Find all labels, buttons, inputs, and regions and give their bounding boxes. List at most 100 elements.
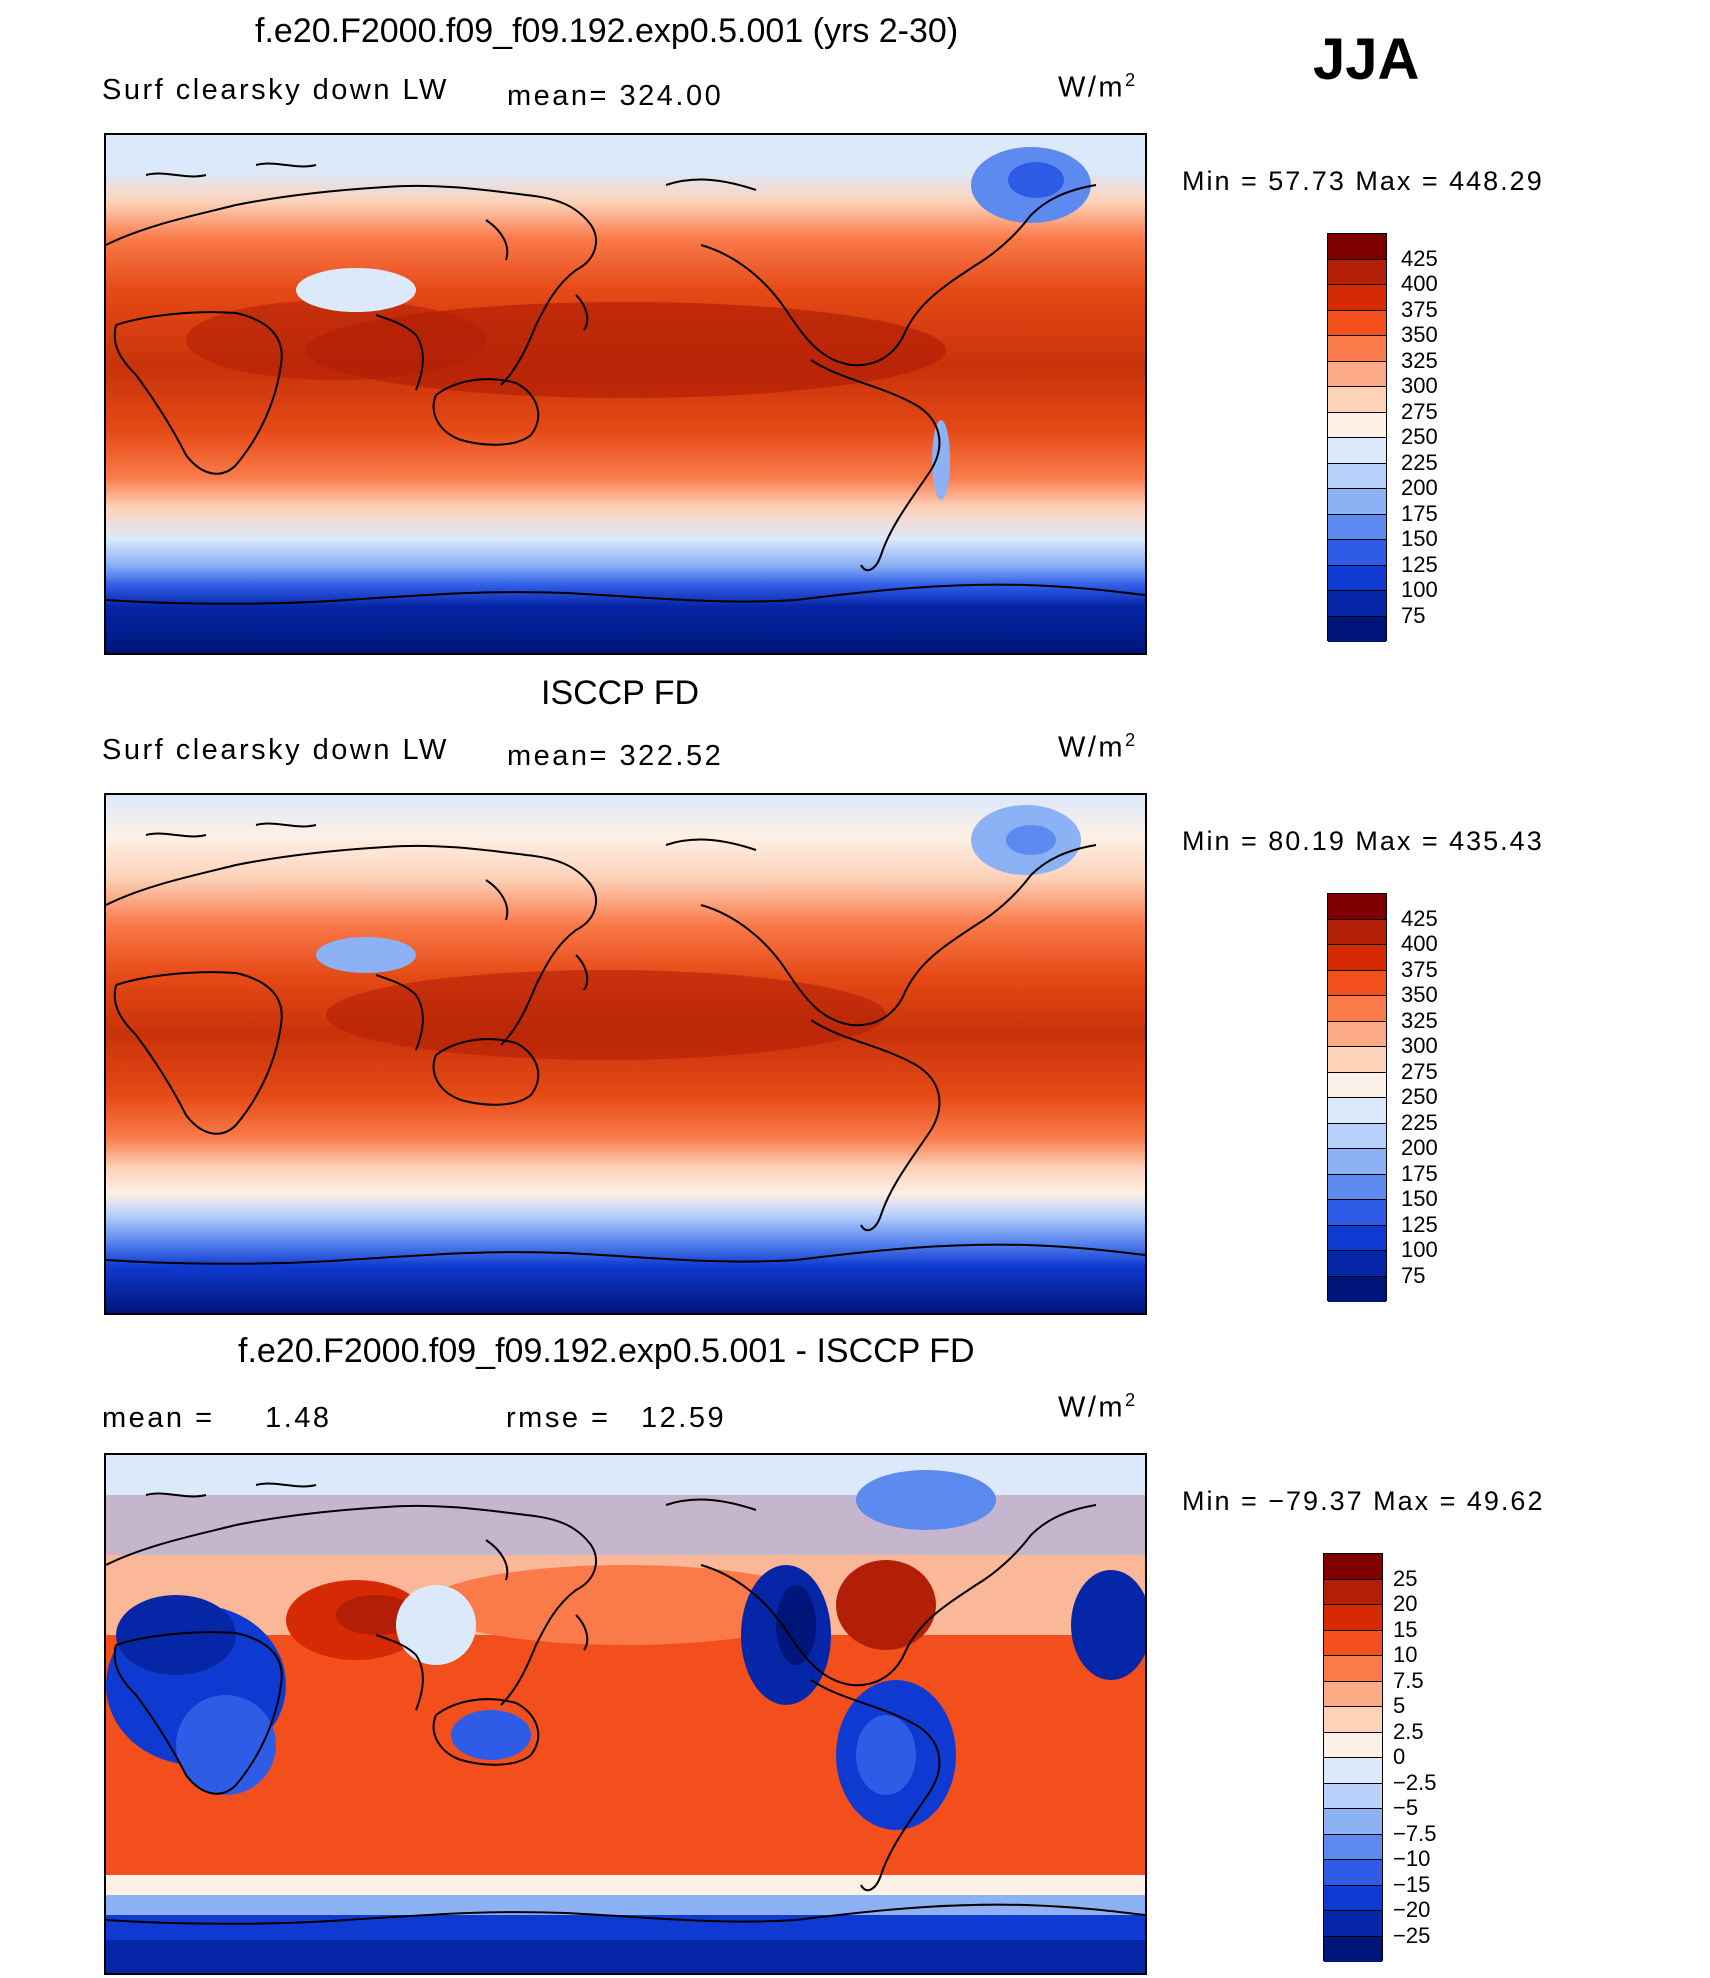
panel3-mean-value: 1.48 bbox=[265, 1402, 332, 1434]
colorbar-swatch bbox=[1328, 1200, 1386, 1226]
colorbar-swatch bbox=[1324, 1554, 1382, 1580]
colorbar-label: 100 bbox=[1401, 577, 1438, 602]
panel2-title: ISCCP FD bbox=[541, 674, 700, 712]
panel1-variable-label: Surf clearsky down LW bbox=[102, 74, 449, 106]
panel2-minmax: Min = 80.19 Max = 435.43 bbox=[1182, 826, 1544, 856]
panel1-title: f.e20.F2000.f09_f09.192.exp0.5.001 (yrs … bbox=[255, 12, 959, 50]
colorbar-swatch bbox=[1328, 1276, 1386, 1302]
colorbar-swatch bbox=[1328, 489, 1386, 515]
colorbar-swatch bbox=[1328, 540, 1386, 566]
colorbar-swatch bbox=[1328, 1149, 1386, 1175]
colorbar-label: 75 bbox=[1401, 1262, 1426, 1288]
colorbar-swatch bbox=[1328, 996, 1386, 1022]
colorbar-label: −15 bbox=[1393, 1871, 1431, 1897]
colorbar-swatch bbox=[1328, 1225, 1386, 1251]
panel3-colorbar bbox=[1323, 1553, 1383, 1962]
colorbar-swatch bbox=[1328, 336, 1386, 362]
colorbar-label: 200 bbox=[1401, 475, 1438, 500]
colorbar-label: −2.5 bbox=[1393, 1769, 1437, 1795]
panel2-mean: mean= 322.52 bbox=[507, 740, 723, 773]
colorbar-swatch bbox=[1328, 1098, 1386, 1124]
panel3-units-base: W/m bbox=[1058, 1391, 1126, 1424]
colorbar-swatch bbox=[1324, 1579, 1382, 1605]
colorbar-swatch bbox=[1328, 463, 1386, 489]
panel2-map bbox=[104, 793, 1147, 1315]
colorbar-label: 125 bbox=[1401, 551, 1438, 577]
panel1-units-base: W/m bbox=[1058, 71, 1126, 104]
colorbar-label: −5 bbox=[1393, 1795, 1419, 1820]
colorbar-swatch bbox=[1328, 259, 1386, 285]
colorbar-label: 200 bbox=[1401, 1135, 1438, 1160]
colorbar-label: 400 bbox=[1401, 931, 1438, 956]
colorbar-label: 250 bbox=[1401, 1084, 1438, 1109]
panel3-units: W/m2 bbox=[1058, 1390, 1138, 1425]
panel2-units: W/m2 bbox=[1058, 730, 1138, 765]
colorbar-swatch bbox=[1328, 361, 1386, 387]
colorbar-label: 275 bbox=[1401, 398, 1438, 424]
colorbar-label: 300 bbox=[1401, 373, 1438, 398]
colorbar-label: 225 bbox=[1401, 1109, 1438, 1135]
colorbar-label: −20 bbox=[1393, 1897, 1431, 1922]
colorbar-label: 350 bbox=[1401, 982, 1438, 1007]
colorbar-label: 300 bbox=[1401, 1033, 1438, 1058]
colorbar-label: 100 bbox=[1401, 1237, 1438, 1262]
colorbar-label: 125 bbox=[1401, 1211, 1438, 1237]
panel3-minmax: Min = −79.37 Max = 49.62 bbox=[1182, 1486, 1545, 1516]
colorbar-swatch bbox=[1324, 1809, 1382, 1835]
colorbar-swatch bbox=[1328, 945, 1386, 971]
colorbar-swatch bbox=[1324, 1732, 1382, 1758]
panel1-colorbar bbox=[1327, 233, 1387, 642]
panel1-mean-label: mean= bbox=[507, 80, 609, 112]
panel1-mean: mean= 324.00 bbox=[507, 80, 723, 113]
colorbar-swatch bbox=[1328, 1072, 1386, 1098]
colorbar-swatch bbox=[1324, 1707, 1382, 1733]
panel1-minmax: Min = 57.73 Max = 448.29 bbox=[1182, 166, 1544, 196]
panel3-units-exp: 2 bbox=[1125, 1390, 1138, 1410]
colorbar-swatch bbox=[1324, 1656, 1382, 1682]
colorbar-label: −25 bbox=[1393, 1922, 1431, 1948]
colorbar-label: 25 bbox=[1393, 1565, 1418, 1591]
panel1-units-exp: 2 bbox=[1125, 70, 1138, 90]
panel3-map bbox=[104, 1453, 1147, 1975]
colorbar-swatch bbox=[1328, 285, 1386, 311]
colorbar-swatch bbox=[1324, 1911, 1382, 1937]
colorbar-swatch bbox=[1328, 894, 1386, 920]
colorbar-label: 150 bbox=[1401, 1186, 1438, 1211]
colorbar-label: −10 bbox=[1393, 1846, 1431, 1871]
colorbar-label: 375 bbox=[1401, 296, 1438, 322]
panel3-rmse: rmse = 12.59 bbox=[506, 1402, 726, 1435]
colorbar-label: 375 bbox=[1401, 956, 1438, 982]
colorbar-swatch bbox=[1328, 387, 1386, 413]
colorbar-swatch bbox=[1324, 1885, 1382, 1911]
colorbar-label: 2.5 bbox=[1393, 1718, 1424, 1744]
colorbar-swatch bbox=[1328, 514, 1386, 540]
panel2-units-base: W/m bbox=[1058, 731, 1126, 764]
panel3-mean: mean = 1.48 bbox=[102, 1402, 332, 1435]
colorbar-label: 225 bbox=[1401, 449, 1438, 475]
colorbar-label: 175 bbox=[1401, 1160, 1438, 1186]
colorbar-label: 175 bbox=[1401, 500, 1438, 526]
colorbar-label: 425 bbox=[1401, 905, 1438, 931]
colorbar-swatch bbox=[1328, 591, 1386, 617]
colorbar-swatch bbox=[1328, 919, 1386, 945]
panel3-rmse-value: 12.59 bbox=[641, 1402, 727, 1434]
colorbar-swatch bbox=[1328, 616, 1386, 642]
panel2-variable-label: Surf clearsky down LW bbox=[102, 734, 449, 766]
panel1-map bbox=[104, 133, 1147, 655]
colorbar-swatch bbox=[1324, 1783, 1382, 1809]
colorbar-swatch bbox=[1328, 970, 1386, 996]
panel2-units-exp: 2 bbox=[1125, 730, 1138, 750]
panel1-mean-value: 324.00 bbox=[619, 80, 724, 112]
colorbar-label: 400 bbox=[1401, 271, 1438, 296]
colorbar-label: 75 bbox=[1401, 602, 1426, 628]
colorbar-label: 250 bbox=[1401, 424, 1438, 449]
panel1-units: W/m2 bbox=[1058, 70, 1138, 105]
colorbar-swatch bbox=[1328, 1174, 1386, 1200]
colorbar-swatch bbox=[1324, 1834, 1382, 1860]
colorbar-label: 7.5 bbox=[1393, 1667, 1424, 1693]
colorbar-swatch bbox=[1328, 1047, 1386, 1073]
colorbar-swatch bbox=[1324, 1605, 1382, 1631]
colorbar-swatch bbox=[1328, 412, 1386, 438]
colorbar-label: 325 bbox=[1401, 1007, 1438, 1033]
colorbar-label: 15 bbox=[1393, 1616, 1418, 1642]
